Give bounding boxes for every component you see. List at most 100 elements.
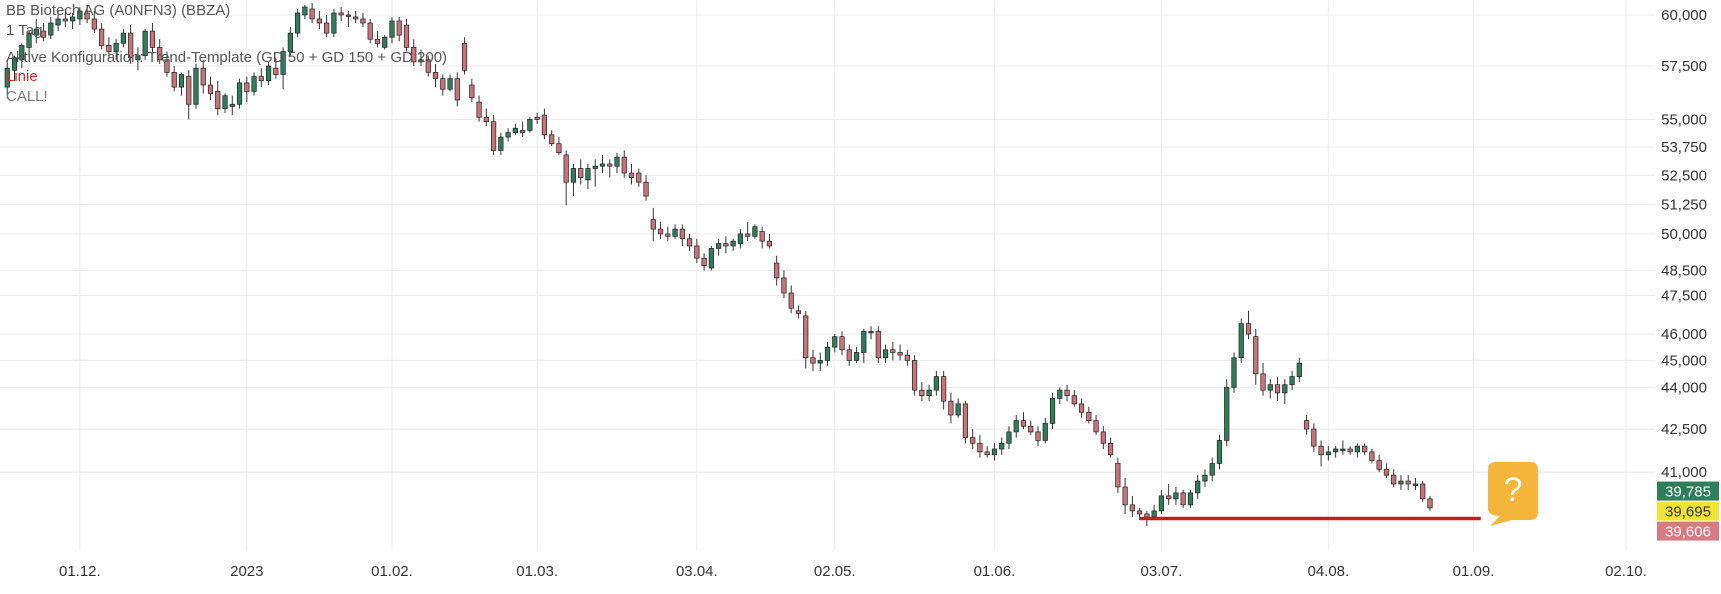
candle-body (919, 389, 925, 396)
candle-up (135, 47, 141, 71)
candle-up (1173, 486, 1179, 505)
candle-body (273, 67, 279, 75)
candle-body (91, 18, 97, 30)
candle-down (1166, 483, 1172, 505)
candle-up (280, 47, 286, 90)
candle-down (1035, 426, 1041, 447)
candle-body (135, 55, 141, 61)
line-indicator-label[interactable]: Linie (6, 68, 38, 85)
candle-body (1376, 460, 1382, 470)
candle-body (817, 360, 823, 364)
candle-body (650, 219, 656, 230)
candle-up (69, 12, 76, 30)
candle-body (215, 91, 221, 109)
candle-down (1100, 426, 1106, 450)
x-tick-label: 2023 (230, 563, 263, 580)
candle-up (1216, 434, 1223, 470)
candle-down (1064, 384, 1070, 402)
candle-body (113, 42, 119, 52)
candle-up (999, 437, 1005, 455)
candle-up (1209, 457, 1215, 482)
candle-down (440, 74, 446, 96)
x-tick-label: 03.04. (676, 563, 718, 580)
candle-down (1028, 420, 1034, 435)
candle-body (1209, 463, 1215, 476)
candle-down (1180, 489, 1186, 508)
candle-body (164, 59, 170, 73)
candle-body (302, 6, 308, 16)
x-tick-label: 01.09. (1453, 563, 1495, 580)
candle-down (1420, 481, 1426, 502)
candle-body (331, 12, 337, 34)
candle-body (745, 233, 751, 237)
candle-body (556, 143, 562, 154)
candle-up (382, 35, 388, 50)
candle-body (701, 257, 707, 266)
candle-body (1035, 431, 1041, 441)
candle-body (1064, 389, 1070, 396)
candle-down (621, 150, 627, 178)
candle-down (541, 108, 548, 140)
candle-down (701, 253, 707, 271)
candle-body (607, 163, 613, 167)
candle-up (1195, 475, 1201, 499)
chart-gridlines (0, 0, 1655, 550)
question-mark: ? (1504, 471, 1523, 509)
candle-body (498, 136, 504, 151)
candle-down (607, 159, 613, 178)
candle-body (1267, 384, 1273, 391)
x-tick-label: 02.10. (1605, 563, 1647, 580)
candle-body (106, 45, 112, 52)
candle-body (788, 292, 794, 309)
candle-down (454, 72, 460, 107)
x-tick-label: 03.07. (1141, 563, 1183, 580)
candle-down (1245, 310, 1252, 340)
candle-up (251, 72, 257, 96)
candle-down (1311, 423, 1317, 452)
candle-down (461, 37, 468, 75)
candle-body (287, 32, 293, 52)
candle-body (716, 243, 722, 249)
candle-body (1180, 492, 1186, 506)
candle-body (1028, 425, 1034, 433)
candle-up (527, 117, 533, 133)
candle-down (273, 57, 279, 79)
candle-down (258, 68, 264, 88)
candle-body (77, 10, 83, 20)
candle-down (62, 8, 68, 28)
candle-body (26, 32, 32, 48)
candle-up (832, 334, 838, 353)
candle-down (897, 344, 903, 361)
candle-body (839, 336, 845, 351)
candle-up (599, 154, 606, 174)
candle-up (730, 238, 736, 251)
candle-body (432, 72, 439, 80)
candle-down (1405, 475, 1411, 490)
question-badge-icon[interactable]: ? (1488, 462, 1538, 526)
candle-body (353, 16, 359, 20)
candle-body (258, 76, 264, 82)
candle-down (171, 66, 177, 92)
candle-down (106, 37, 112, 58)
candle-down (904, 349, 910, 366)
candle-down (1115, 457, 1121, 493)
candle-down (1391, 469, 1397, 487)
candle-down (215, 80, 221, 116)
candle-up (193, 63, 199, 109)
y-tick-label: 50,000 (1661, 226, 1707, 243)
candle-body (904, 354, 910, 361)
candle-down (374, 31, 381, 48)
candle-down (875, 326, 881, 364)
x-tick-label: 01.06. (974, 563, 1016, 580)
candle-down (679, 224, 685, 246)
x-tick-label: 01.02. (371, 563, 413, 580)
candle-down (324, 14, 330, 38)
candle-down (556, 137, 562, 155)
candle-body (128, 32, 134, 59)
candle-up (933, 371, 939, 396)
candle-body (832, 336, 838, 348)
candle-down (977, 434, 983, 458)
candle-body (766, 240, 773, 247)
candle-up (302, 5, 308, 19)
candle-body (926, 389, 932, 396)
